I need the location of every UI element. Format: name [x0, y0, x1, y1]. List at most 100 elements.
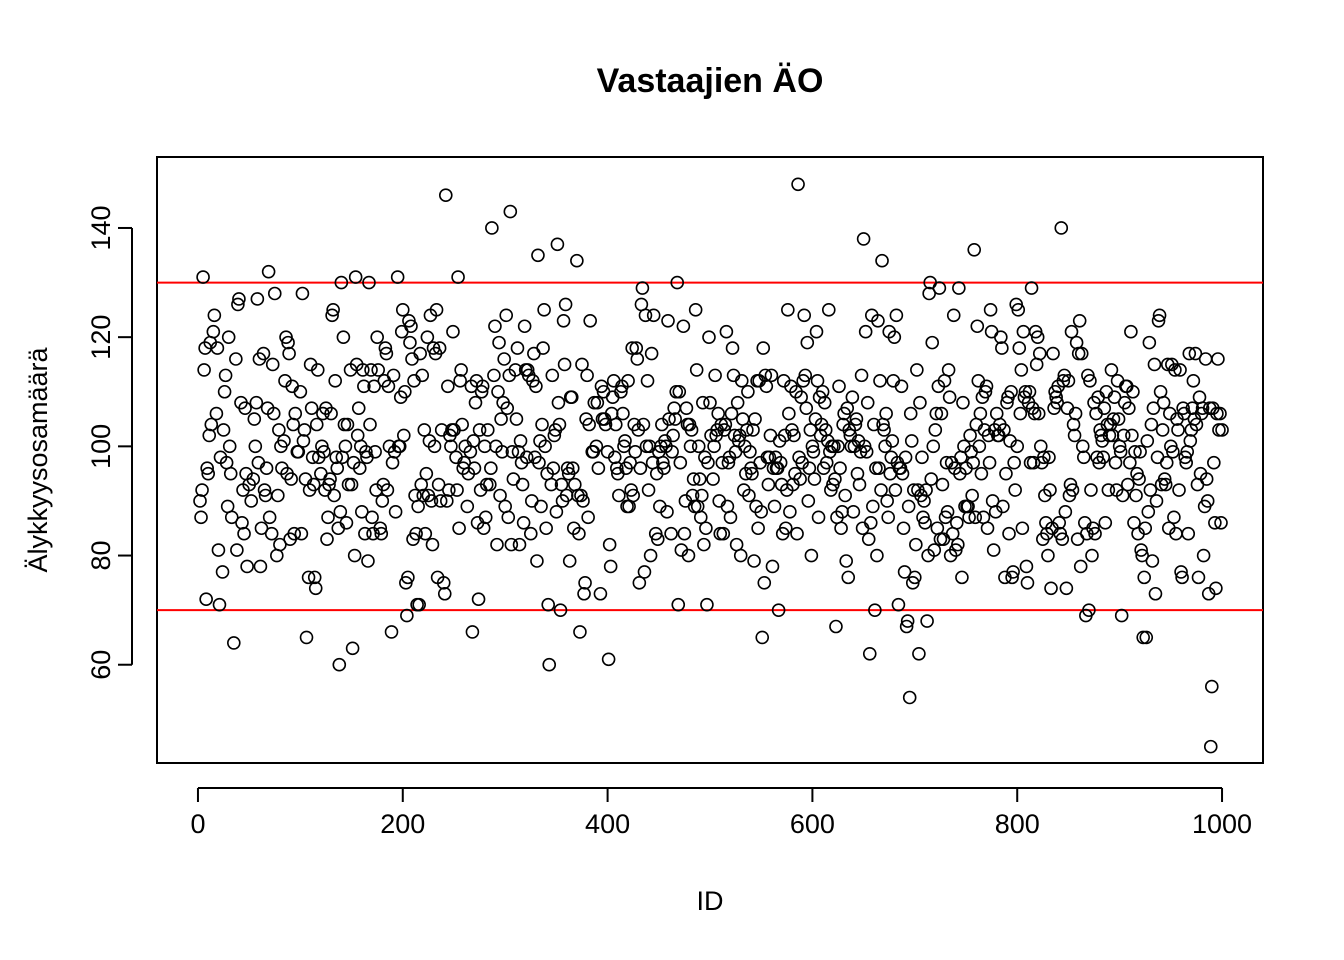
data-point [438, 188, 453, 203]
data-point [484, 461, 498, 475]
data-point [230, 543, 244, 557]
data-point [805, 439, 820, 454]
data-point [1152, 308, 1167, 323]
data-point [973, 406, 988, 421]
data-point [708, 368, 722, 383]
data-point [333, 505, 348, 519]
data-point [250, 292, 265, 306]
data-point [702, 330, 716, 344]
data-point [1058, 505, 1073, 519]
data-point [900, 614, 915, 628]
data-point [1004, 384, 1018, 399]
data-point [1176, 401, 1190, 415]
data-point [1111, 412, 1126, 426]
data-point [1104, 363, 1119, 377]
data-point [734, 374, 749, 388]
data-point [1150, 450, 1165, 465]
data-point [974, 466, 989, 481]
data-point [1171, 423, 1185, 437]
data-point [547, 428, 562, 443]
data-point [881, 510, 895, 525]
data-point [1214, 515, 1228, 530]
data-point [689, 363, 704, 377]
data-point [238, 401, 252, 415]
data-point [301, 570, 316, 585]
data-point [809, 324, 824, 339]
data-point [1015, 521, 1030, 536]
data-point [941, 363, 956, 377]
data-point [582, 417, 596, 432]
data-point [474, 384, 489, 399]
data-point [556, 313, 571, 328]
data-point [412, 597, 426, 612]
data-point [628, 445, 643, 459]
data-point [564, 390, 579, 405]
data-point [1156, 395, 1171, 410]
data-point [870, 548, 884, 563]
data-point [1014, 363, 1029, 377]
data-point [920, 614, 934, 628]
data-point [371, 363, 386, 377]
data-point [321, 510, 335, 525]
data-point [193, 494, 207, 508]
data-point [378, 341, 393, 355]
data-point [1215, 423, 1229, 437]
data-point [751, 521, 765, 536]
data-point [503, 204, 518, 219]
data-point [673, 455, 688, 470]
data-point [1168, 363, 1182, 377]
data-point [254, 521, 269, 536]
data-point [1132, 472, 1146, 486]
data-point [650, 532, 665, 546]
data-point [910, 363, 924, 377]
data-point [497, 352, 511, 366]
data-point [742, 488, 756, 503]
data-point [1059, 581, 1074, 596]
data-point [437, 586, 452, 601]
data-point [355, 505, 369, 519]
data-point [852, 477, 867, 492]
data-point [432, 341, 447, 355]
data-point [763, 428, 778, 443]
data-point [411, 499, 425, 514]
data-point [846, 505, 861, 519]
data-point [519, 450, 534, 465]
data-point [229, 352, 243, 366]
data-point [999, 466, 1013, 481]
data-point [1209, 581, 1223, 596]
data-points [193, 177, 1229, 754]
data-point [761, 477, 776, 492]
data-point [509, 412, 524, 426]
data-point [697, 537, 711, 552]
data-point [646, 308, 661, 323]
data-point [388, 505, 403, 519]
data-point [253, 559, 268, 574]
data-point [692, 472, 707, 486]
data-point [1199, 472, 1214, 486]
data-point [1151, 313, 1166, 328]
data-point [453, 374, 467, 388]
data-point [202, 428, 217, 443]
data-point [1007, 455, 1021, 470]
data-point [1011, 303, 1026, 317]
data-point [1179, 455, 1193, 470]
data-point [500, 401, 515, 415]
data-point [986, 543, 1001, 557]
data-point [827, 439, 841, 454]
data-point [747, 554, 761, 568]
data-point [1065, 483, 1080, 497]
data-point [616, 406, 630, 421]
data-point [676, 319, 691, 334]
data-point [898, 450, 913, 465]
data-point [299, 630, 314, 645]
data-point [491, 384, 505, 399]
data-point [490, 537, 504, 552]
data-point [247, 412, 262, 426]
data-point [409, 526, 423, 541]
data-point [810, 374, 825, 388]
data-point [872, 461, 886, 475]
data-point [603, 559, 618, 574]
data-point [510, 341, 525, 355]
data-point [626, 488, 640, 503]
